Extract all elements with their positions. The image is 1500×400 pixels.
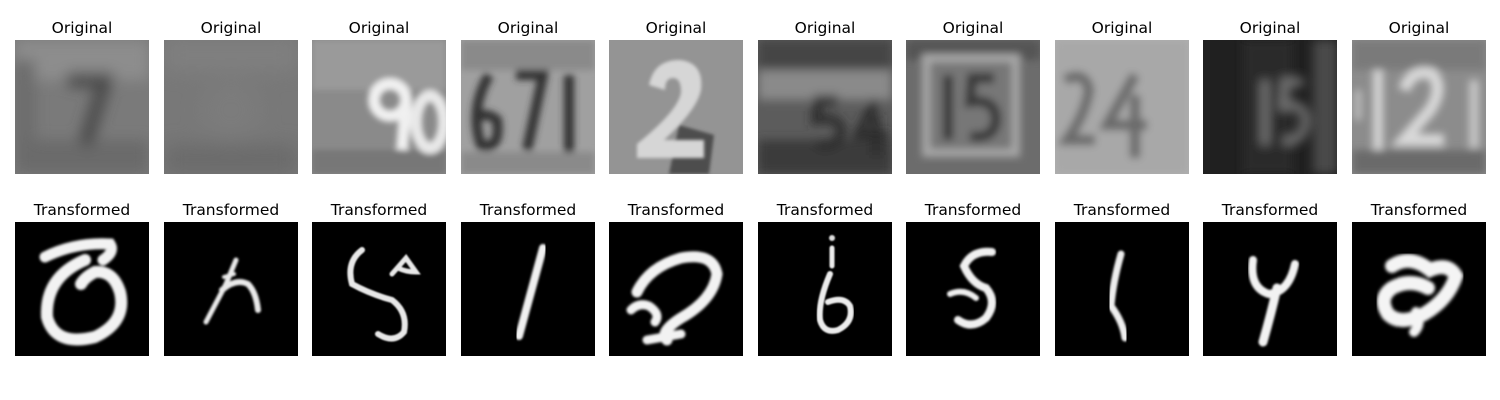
panel-title: Original (200, 19, 262, 37)
panel-title: Transformed (33, 201, 131, 219)
panel-title: Transformed (776, 201, 874, 219)
original-image-6 (758, 40, 892, 174)
original-image-2 (164, 40, 298, 174)
panel-title: Transformed (1073, 201, 1171, 219)
panel-title: Transformed (330, 201, 428, 219)
original-image-1 (15, 40, 149, 174)
panel-title: Original (794, 19, 856, 37)
panel-title: Original (348, 19, 410, 37)
transformed-image-10 (1352, 222, 1486, 356)
transformed-image-4 (461, 222, 595, 356)
original-image-7 (906, 40, 1040, 174)
panel-title: Original (497, 19, 559, 37)
transformed-image-2 (164, 222, 298, 356)
original-image-5 (609, 40, 743, 174)
panel-title: Transformed (627, 201, 725, 219)
panel-title: Transformed (1370, 201, 1468, 219)
panel-title: Transformed (1221, 201, 1319, 219)
panel-title: Original (1239, 19, 1301, 37)
panel-title: Transformed (479, 201, 577, 219)
transformed-image-9 (1203, 222, 1337, 356)
panel-title: Original (1388, 19, 1450, 37)
original-image-8 (1055, 40, 1189, 174)
panel-title: Transformed (182, 201, 280, 219)
transformed-image-3 (312, 222, 446, 356)
transformed-image-7 (906, 222, 1040, 356)
original-image-9 (1203, 40, 1337, 174)
transformed-image-8 (1055, 222, 1189, 356)
transformed-image-1 (15, 222, 149, 356)
original-image-10 (1352, 40, 1486, 174)
panel-title: Original (1091, 19, 1153, 37)
panel-title: Original (51, 19, 113, 37)
original-image-4 (461, 40, 595, 174)
original-image-3 (312, 40, 446, 174)
panel-title: Transformed (924, 201, 1022, 219)
panel-title: Original (942, 19, 1004, 37)
transformed-image-5 (609, 222, 743, 356)
panel-title: Original (645, 19, 707, 37)
transformed-image-6 (758, 222, 892, 356)
